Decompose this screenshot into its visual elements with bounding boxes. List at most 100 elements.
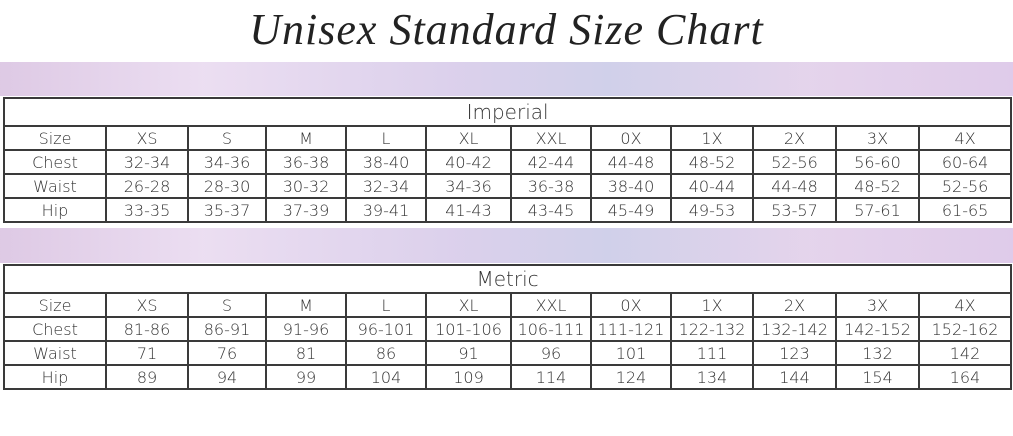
cell: 132-142 xyxy=(752,316,837,342)
cell: 60-64 xyxy=(917,149,1013,175)
cell: 49-53 xyxy=(670,197,754,223)
cell: 39-41 xyxy=(345,197,427,223)
header-cell: 2X xyxy=(752,125,837,151)
cell: 86 xyxy=(345,340,427,366)
table-heading: Imperial xyxy=(2,97,1013,127)
cell: 104 xyxy=(345,364,427,390)
cell: 34-36 xyxy=(425,173,512,199)
cell: 94 xyxy=(187,364,267,390)
decor-band xyxy=(0,62,1013,96)
table-row: Chest 81-86 86-91 91-96 96-101 101-106 106-111… xyxy=(3,316,1013,342)
cell: 32-34 xyxy=(345,173,427,199)
cell: 96-101 xyxy=(345,316,427,342)
header-cell: 4X xyxy=(917,292,1013,318)
cell: 28-30 xyxy=(187,173,267,199)
cell: 99 xyxy=(265,364,347,390)
cell: 91-96 xyxy=(265,316,347,342)
cell: 36-38 xyxy=(265,149,347,175)
header-cell: M xyxy=(265,292,347,318)
header-cell: XXL xyxy=(510,292,592,318)
cell: 124 xyxy=(590,364,672,390)
header-cell: Size xyxy=(3,292,107,318)
cell: 43-45 xyxy=(510,197,592,223)
title: Unisex Standard Size Chart xyxy=(249,5,764,54)
header-cell: M xyxy=(265,125,347,151)
cell: 37-39 xyxy=(265,197,347,223)
cell: 154 xyxy=(835,364,920,390)
cell: 71 xyxy=(105,340,189,366)
header-cell: S xyxy=(187,125,267,151)
cell: 40-42 xyxy=(425,149,512,175)
cell: 96 xyxy=(510,340,592,366)
table-row: Hip 33-35 35-37 37-39 39-41 41-43 43-45 45-49 49… xyxy=(3,197,1013,223)
cell: 81-86 xyxy=(105,316,189,342)
cell: 106-111 xyxy=(510,316,592,342)
cell: 52-56 xyxy=(752,149,837,175)
header-cell: 0X xyxy=(590,292,672,318)
decor-band xyxy=(0,228,1013,263)
header-cell: 3X xyxy=(835,292,920,318)
header-cell: 1X xyxy=(670,292,754,318)
header-cell: XS xyxy=(105,292,189,318)
cell: 30-32 xyxy=(265,173,347,199)
cell: 111 xyxy=(670,340,754,366)
cell: 48-52 xyxy=(835,173,920,199)
cell: 45-49 xyxy=(590,197,672,223)
cell: 142 xyxy=(917,340,1013,366)
table-row: Hip 89 94 99 104 109 114 124 134 144 154 164 xyxy=(3,364,1013,390)
cell: 44-48 xyxy=(752,173,837,199)
header-cell: L xyxy=(345,292,427,318)
cell: 109 xyxy=(425,364,512,390)
header-cell: Size xyxy=(3,125,107,151)
heading-row: Imperial xyxy=(2,97,1013,127)
header-cell: XXL xyxy=(510,125,592,151)
cell: 86-91 xyxy=(187,316,267,342)
cell: 36-38 xyxy=(510,173,592,199)
cell: 41-43 xyxy=(425,197,512,223)
header-cell: 4X xyxy=(917,125,1013,151)
size-table: Imperial Size XS S M L XL XXL 0X 1X 2X 3X 4X Chest 32-… xyxy=(2,97,1013,223)
cell: 48-52 xyxy=(670,149,754,175)
cell: 89 xyxy=(105,364,189,390)
header-cell: 1X xyxy=(670,125,754,151)
header-row: Size XS S M L XL XXL 0X 1X 2X 3X 4X xyxy=(3,292,1013,318)
cell: 33-35 xyxy=(105,197,189,223)
row-label: Hip xyxy=(3,364,107,390)
header-cell: 0X xyxy=(590,125,672,151)
cell: 57-61 xyxy=(835,197,920,223)
cell: 152-162 xyxy=(917,316,1013,342)
cell: 111-121 xyxy=(590,316,672,342)
cell: 132 xyxy=(835,340,920,366)
cell: 114 xyxy=(510,364,592,390)
cell: 122-132 xyxy=(670,316,754,342)
cell: 26-28 xyxy=(105,173,189,199)
header-cell: XL xyxy=(425,292,512,318)
cell: 144 xyxy=(752,364,837,390)
cell: 56-60 xyxy=(835,149,920,175)
row-label: Waist xyxy=(3,173,107,199)
row-label: Chest xyxy=(3,316,107,342)
cell: 38-40 xyxy=(590,173,672,199)
table-row: Waist 26-28 28-30 30-32 32-34 34-36 36-38 38-40… xyxy=(3,173,1013,199)
cell: 91 xyxy=(425,340,512,366)
cell: 134 xyxy=(670,364,754,390)
row-label: Chest xyxy=(3,149,107,175)
cell: 34-36 xyxy=(187,149,267,175)
cell: 42-44 xyxy=(510,149,592,175)
cell: 123 xyxy=(752,340,837,366)
header-cell: 3X xyxy=(835,125,920,151)
table-row: Chest 32-34 34-36 36-38 38-40 40-42 42-44 44-48… xyxy=(3,149,1013,175)
cell: 101 xyxy=(590,340,672,366)
cell: 53-57 xyxy=(752,197,837,223)
cell: 38-40 xyxy=(345,149,427,175)
header-cell: XS xyxy=(105,125,189,151)
table-heading: Metric xyxy=(2,264,1013,294)
cell: 101-106 xyxy=(425,316,512,342)
heading-row: Metric xyxy=(2,264,1013,294)
cell: 52-56 xyxy=(917,173,1013,199)
header-cell: 2X xyxy=(752,292,837,318)
cell: 40-44 xyxy=(670,173,754,199)
header-cell: L xyxy=(345,125,427,151)
header-cell: XL xyxy=(425,125,512,151)
header-cell: S xyxy=(187,292,267,318)
